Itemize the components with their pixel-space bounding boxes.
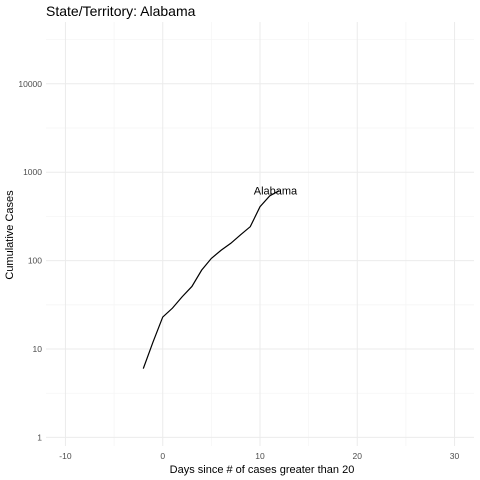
major-gridlines: [46, 22, 474, 446]
y-axis-tick-labels: 1 10 100 1000 10000: [18, 79, 42, 443]
y-tick-label: 1000: [23, 167, 42, 177]
alabama-series-label: Alabama: [254, 186, 298, 198]
x-tick-label: 10: [255, 451, 265, 461]
x-tick-label: -10: [59, 451, 72, 461]
x-axis-tick-labels: -10 0 10 20 30: [59, 451, 459, 461]
y-tick-label: 1: [37, 432, 42, 442]
x-tick-label: 20: [353, 451, 363, 461]
x-tick-label: 30: [450, 451, 460, 461]
y-tick-label: 10000: [18, 79, 42, 89]
x-tick-label: 0: [160, 451, 165, 461]
y-axis-title: Cumulative Cases: [4, 190, 16, 280]
y-tick-label: 10: [33, 344, 43, 354]
alabama-series-line: [142, 190, 280, 369]
chart-title: State/Territory: Alabama: [46, 3, 196, 19]
y-tick-label: 100: [28, 256, 42, 266]
x-axis-title: Days since # of cases greater than 20: [170, 464, 355, 476]
